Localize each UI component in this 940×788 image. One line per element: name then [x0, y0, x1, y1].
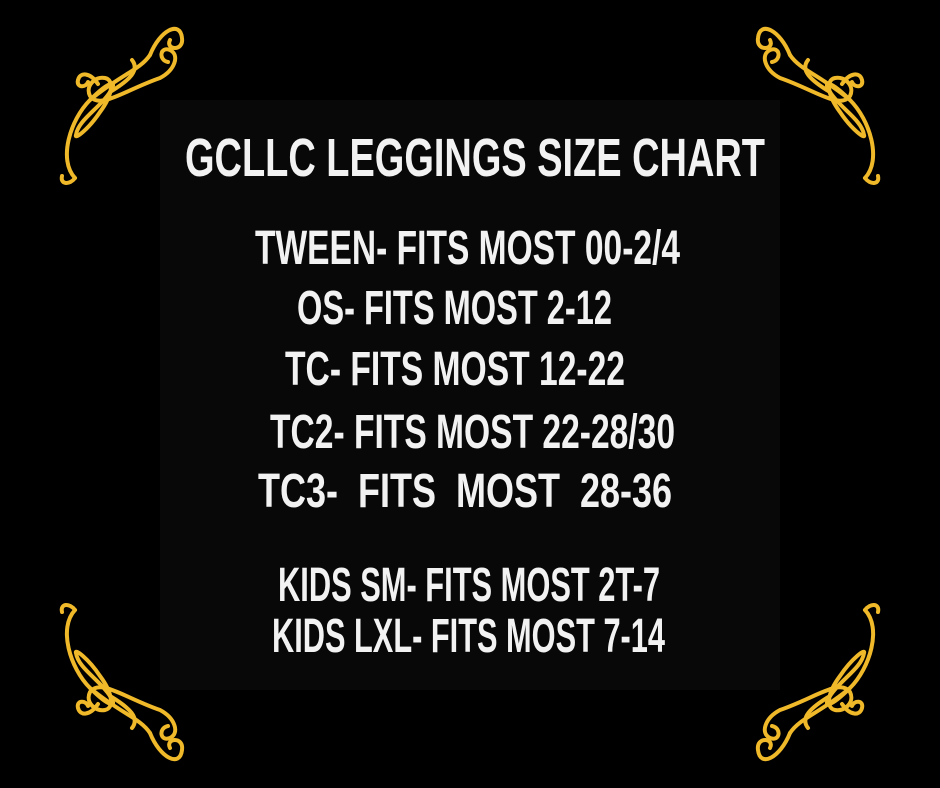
kids-size-line: KIDS LXL- FITS MOST 7-14 [272, 610, 665, 663]
size-line: TWEEN- FITS MOST 00-2/4 [255, 222, 680, 275]
text-panel [160, 100, 780, 690]
kids-size-line: KIDS SM- FITS MOST 2T-7 [278, 559, 660, 612]
gold-flourish-icon [755, 602, 881, 762]
size-line: TC3- FITS MOST 28-36 [258, 465, 672, 518]
size-line: OS- FITS MOST 2-12 [297, 282, 612, 335]
size-line: TC- FITS MOST 12-22 [285, 343, 625, 396]
chart-title: GCLLC LEGGINGS SIZE CHART [185, 128, 765, 188]
gold-flourish-icon [755, 26, 881, 186]
size-line: TC2- FITS MOST 22-28/30 [270, 406, 675, 459]
gold-flourish-icon [59, 26, 185, 186]
gold-flourish-icon [59, 602, 185, 762]
